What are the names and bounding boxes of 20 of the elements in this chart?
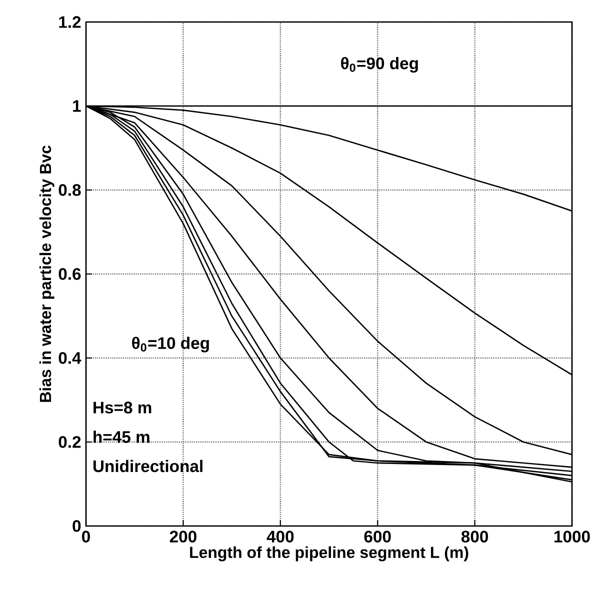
x-tick-label: 600 (364, 530, 391, 542)
y-tick-label: 1.2 (59, 16, 81, 28)
annotation: θ$_{0}$=90 deg (341, 57, 418, 73)
y-tick-label: 0.8 (58, 184, 81, 196)
x-tick-label: 800 (461, 530, 488, 542)
x-tick-label: 400 (266, 530, 294, 542)
x-tick-label: 1000 (554, 530, 590, 542)
y-tick-label: 0 (72, 520, 81, 532)
x-tick-label: 200 (170, 530, 196, 542)
annotation: h=45 m (94, 430, 150, 443)
y-tick-label: 0.2 (58, 436, 81, 448)
x-tick-label: 0 (82, 530, 90, 542)
annotation: θ$_{0}$=10 deg (132, 336, 209, 352)
annotation: Unidirectional (93, 460, 202, 472)
y-tick-label: 1 (73, 100, 81, 112)
annotation: Hs=8 m (94, 402, 152, 414)
y-axis-title: Bias in water particle velocity Bvc (39, 146, 54, 402)
y-tick-label: 0.4 (58, 352, 82, 364)
y-tick-label: 0.6 (58, 268, 81, 280)
x-axis-title: Length of the pipeline segment L (m) (190, 546, 468, 562)
